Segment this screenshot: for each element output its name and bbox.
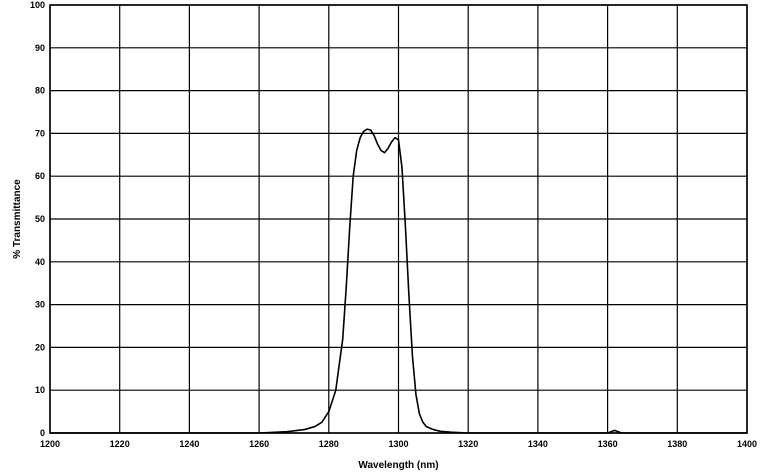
x-tick-label: 1260 [249, 439, 269, 449]
y-tick-label: 40 [35, 257, 45, 267]
y-tick-label: 80 [35, 86, 45, 96]
x-tick-label: 1320 [458, 439, 478, 449]
y-tick-label: 20 [35, 342, 45, 352]
y-tick-labels: 0 10 20 30 40 50 60 70 80 90 100 [30, 0, 45, 438]
y-axis-title: % Transmittance [12, 179, 23, 259]
x-tick-label: 1240 [179, 439, 199, 449]
y-tick-label: 30 [35, 300, 45, 310]
grid [49, 4, 748, 434]
x-tick-labels: 1200 1220 1240 1260 1280 1300 1320 1340 1360 1380… [40, 439, 757, 449]
x-tick-label: 1340 [528, 439, 548, 449]
plot-frame [49, 4, 748, 434]
y-tick-label: 70 [35, 128, 45, 138]
y-tick-label: 90 [35, 43, 45, 53]
x-tick-label: 1380 [667, 439, 687, 449]
y-tick-label: 50 [35, 214, 45, 224]
x-tick-label: 1200 [40, 439, 60, 449]
y-tick-label: 0 [40, 428, 45, 438]
x-tick-label: 1220 [110, 439, 130, 449]
x-axis-title: Wavelength (nm) [358, 460, 438, 471]
x-tick-label: 1280 [319, 439, 339, 449]
transmittance-series-line [50, 128, 747, 434]
y-tick-label: 10 [35, 385, 45, 395]
y-tick-label: 100 [30, 0, 45, 10]
x-tick-label: 1360 [598, 439, 618, 449]
y-tick-label: 60 [35, 171, 45, 181]
x-tick-label: 1300 [388, 439, 408, 449]
x-tick-label: 1400 [737, 439, 757, 449]
